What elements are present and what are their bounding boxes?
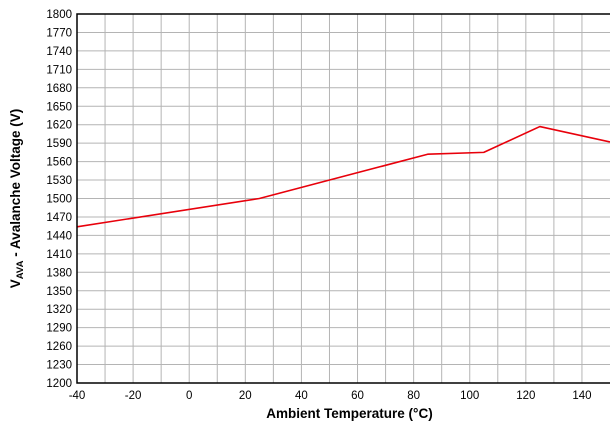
y-tick-label: 1230 (46, 360, 72, 372)
y-tick-label: 1470 (46, 212, 72, 224)
y-tick-label: 1350 (46, 286, 72, 298)
x-tick-label: 60 (351, 390, 364, 402)
x-tick-label: 0 (186, 390, 192, 402)
y-axis-title-rest: - Avalanche Voltage (V) (8, 109, 23, 261)
x-tick-label: 120 (516, 390, 535, 402)
x-tick-label: 20 (239, 390, 252, 402)
series-layer (76, 125, 610, 228)
y-tick-label: 1500 (46, 194, 72, 206)
x-tick-label: 140 (572, 390, 591, 402)
y-tick-label: 1380 (46, 267, 72, 279)
y-axis-title-main: V (8, 279, 23, 288)
y-axis-title-subscript: AVA (15, 260, 26, 279)
y-tick-label: 1740 (46, 46, 72, 58)
y-tick-labels: 1200 1230 1260 1290 1320 1350 1380 1410 1440 1470… (46, 9, 72, 390)
x-tick-label: -40 (69, 390, 86, 402)
x-tick-label: -20 (125, 390, 142, 402)
plot-frame (76, 13, 610, 384)
x-tick-labels: -40 -20 0 20 40 60 80 100 120 140 (69, 390, 592, 402)
x-tick-label: 40 (295, 390, 308, 402)
y-tick-label: 1710 (46, 64, 72, 76)
y-tick-label: 1560 (46, 157, 72, 169)
y-tick-label: 1320 (46, 304, 72, 316)
y-tick-label: 1530 (46, 175, 72, 187)
y-tick-label: 1260 (46, 341, 72, 353)
x-tick-label: 100 (460, 390, 479, 402)
y-tick-label: 1650 (46, 101, 72, 113)
y-tick-label: 1440 (46, 230, 72, 242)
x-axis-title: Ambient Temperature (°C) (266, 406, 432, 421)
y-tick-label: 1410 (46, 249, 72, 261)
y-tick-label: 1290 (46, 323, 72, 335)
grid (77, 14, 610, 383)
y-tick-label: 1770 (46, 27, 72, 39)
y-tick-label: 1800 (46, 9, 72, 21)
y-axis-title: VAVA - Avalanche Voltage (V) (8, 109, 26, 288)
y-tick-label: 1590 (46, 138, 72, 150)
x-tick-label: 80 (407, 390, 420, 402)
y-tick-label: 1620 (46, 120, 72, 132)
y-tick-label: 1680 (46, 83, 72, 95)
y-tick-label: 1200 (46, 378, 72, 390)
series-line (76, 125, 610, 228)
